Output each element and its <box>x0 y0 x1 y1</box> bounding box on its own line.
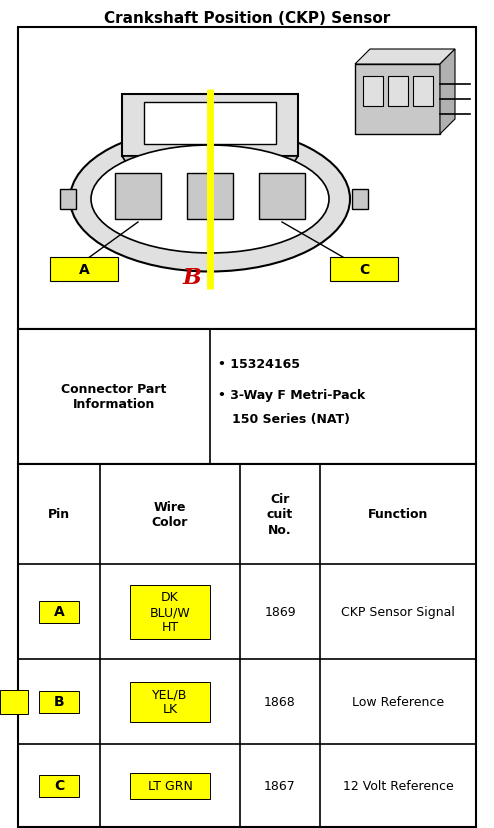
Text: 1867: 1867 <box>264 779 296 792</box>
Bar <box>39 691 79 713</box>
Ellipse shape <box>70 128 350 272</box>
Text: • 3-Way F Metri-Pack: • 3-Way F Metri-Pack <box>218 388 365 401</box>
Polygon shape <box>440 50 455 135</box>
Text: Pin: Pin <box>48 508 70 521</box>
Text: 12 Volt Reference: 12 Volt Reference <box>343 779 453 792</box>
Bar <box>130 681 210 722</box>
Text: 1868: 1868 <box>264 696 296 708</box>
Bar <box>122 95 298 156</box>
Bar <box>18 465 476 827</box>
Text: Cir
cuit
No.: Cir cuit No. <box>267 493 293 536</box>
Bar <box>50 258 118 282</box>
Text: 1869: 1869 <box>264 605 296 619</box>
Bar <box>363 77 383 107</box>
Text: Crankshaft Position (CKP) Sensor: Crankshaft Position (CKP) Sensor <box>104 11 390 26</box>
Text: C: C <box>359 262 369 277</box>
Bar <box>413 77 433 107</box>
Bar <box>39 601 79 623</box>
Text: CKP Sensor Signal: CKP Sensor Signal <box>341 605 455 619</box>
Polygon shape <box>355 50 455 65</box>
Bar <box>18 28 476 330</box>
Text: DK
BLU/W
HT: DK BLU/W HT <box>150 590 190 633</box>
Text: B: B <box>183 267 202 289</box>
Bar <box>130 773 210 798</box>
Text: • 15324165: • 15324165 <box>218 358 300 371</box>
Bar <box>0 690 28 714</box>
Bar <box>144 103 276 145</box>
Text: LT GRN: LT GRN <box>148 779 193 792</box>
Text: Wire
Color: Wire Color <box>152 500 188 528</box>
Text: Low Reference: Low Reference <box>352 696 444 708</box>
Bar <box>259 174 305 219</box>
Bar <box>115 174 161 219</box>
Text: 150 Series (NAT): 150 Series (NAT) <box>232 413 350 426</box>
Bar <box>60 190 76 209</box>
Ellipse shape <box>91 146 329 253</box>
Bar <box>388 77 408 107</box>
Bar <box>352 190 368 209</box>
Bar <box>355 65 440 135</box>
Text: A: A <box>54 604 64 619</box>
Text: Connector Part
Information: Connector Part Information <box>61 383 166 411</box>
Bar <box>187 174 233 219</box>
Bar <box>330 258 398 282</box>
Text: YEL/B
LK: YEL/B LK <box>152 688 188 715</box>
Bar <box>18 330 476 465</box>
Polygon shape <box>122 156 298 189</box>
Text: C: C <box>54 778 64 792</box>
Bar <box>130 585 210 638</box>
Text: Function: Function <box>368 508 428 521</box>
Text: A: A <box>79 262 89 277</box>
Text: B: B <box>54 695 64 709</box>
Bar <box>39 774 79 797</box>
